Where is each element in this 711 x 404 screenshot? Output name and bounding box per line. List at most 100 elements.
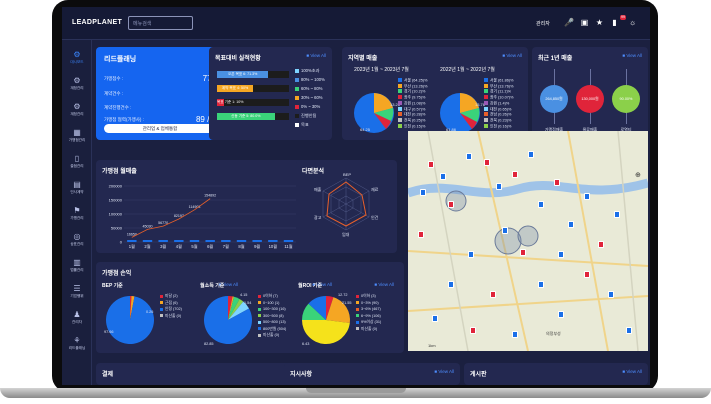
radar-axis-label: 인건 [371, 214, 379, 220]
user-name[interactable]: 관리자 [536, 21, 550, 27]
loss-legend-item: 0~3% (90) [356, 301, 379, 305]
loss-legend-item: 9%이상 (31) [356, 320, 381, 325]
bar-base [236, 240, 247, 242]
store-pin[interactable] [584, 193, 590, 200]
region-item: 서울 (61.86)% [484, 78, 513, 84]
store-pin[interactable] [502, 227, 508, 234]
view-all-link[interactable]: ■ View All [312, 282, 332, 287]
store-pin[interactable] [484, 159, 490, 166]
store-pin[interactable] [432, 315, 438, 322]
region-item: 강원 (1.4)% [484, 100, 513, 107]
panel-title: 게시판 [470, 372, 487, 378]
store-pin[interactable] [558, 251, 564, 258]
view-all-link[interactable]: ■ View All [502, 53, 522, 58]
store-pin[interactable] [614, 211, 620, 218]
loss-group-title: BEP 기준 [102, 283, 123, 289]
lead-action-button[interactable]: 관리업 & 업체통합 [104, 124, 216, 133]
menu-search-input[interactable]: 메뉴검색 [128, 16, 193, 30]
panel-title: 결제 [102, 372, 114, 378]
briefcase-icon[interactable]: ▣ [580, 18, 589, 27]
star-icon[interactable]: ★ [595, 18, 604, 27]
view-all-link[interactable]: ■ View All [218, 282, 238, 287]
region-item: 부산 (13.26)% [398, 83, 427, 90]
sidebar-item[interactable]: ⚑ 가맹관리 [62, 206, 92, 221]
legend-label: 6~9% (106) [361, 313, 381, 318]
x-tick-label: 7월 [223, 243, 229, 250]
loss-pie [204, 296, 252, 344]
sidebar-icon: ▯ [74, 154, 80, 163]
pie-label: 1.54 [244, 301, 252, 305]
view-all-link[interactable]: ■ View All [622, 369, 642, 374]
goal-bar: 오픈 목표 6: 71.3% [217, 71, 269, 78]
map-control-icon[interactable]: ⊕ [635, 172, 641, 179]
goal-bar-track: 목표 기준 1: 10% [217, 99, 289, 106]
sidebar-item[interactable]: ⚙ 계정관리 [62, 102, 92, 117]
store-pin[interactable] [538, 201, 544, 208]
sidebar-item[interactable]: ▦ 가맹점관리 [62, 128, 92, 143]
store-pin[interactable] [568, 221, 574, 228]
region-item: 광주 (10.07)% [484, 95, 513, 101]
store-pin[interactable] [584, 271, 590, 278]
store-map[interactable]: 의정부성 1km ⊕ [408, 131, 648, 351]
region-label: 대구 (0.57)% [404, 107, 426, 112]
store-pin[interactable] [470, 327, 476, 334]
store-pin[interactable] [440, 173, 446, 180]
x-tick-label: 10월 [269, 243, 278, 250]
goal-legend-item: 진행안됨 [295, 113, 316, 119]
left-pie-label: 64.25 [360, 127, 371, 132]
view-all-link[interactable]: ■ View All [622, 53, 642, 58]
store-pin[interactable] [538, 281, 544, 288]
loss-legend-item: 3~6% (467) [356, 307, 381, 311]
store-pin[interactable] [496, 183, 502, 190]
store-pin[interactable] [598, 241, 604, 248]
legend-swatch [398, 123, 402, 128]
view-all-link[interactable]: ■ View All [434, 369, 454, 374]
store-pin[interactable] [420, 189, 426, 196]
store-pin[interactable] [418, 231, 424, 238]
store-pin[interactable] [608, 291, 614, 298]
bubble-label: 로열티 [620, 127, 632, 132]
legend-swatch [356, 301, 359, 304]
store-pin[interactable] [520, 249, 526, 256]
sidebar-item[interactable]: ☰ 기업행위 [62, 284, 92, 299]
sun-icon[interactable]: ☼ [628, 18, 637, 27]
sidebar-icon: ⚙ [73, 50, 81, 59]
store-pin[interactable] [554, 179, 560, 186]
view-all-link[interactable]: ■ View All [306, 53, 326, 58]
x-tick-label: 9월 [254, 243, 260, 250]
brand-logo[interactable]: LEADPLANET [72, 19, 123, 26]
store-pin[interactable] [466, 153, 472, 160]
panel-title: 가맹점 월매출 [102, 169, 137, 175]
panel-title: 지역별 매출 [348, 56, 378, 62]
annual-bubble: 264,850원 [540, 85, 568, 113]
store-pin[interactable] [626, 327, 632, 334]
store-pin[interactable] [512, 331, 518, 338]
store-pin[interactable] [490, 291, 496, 298]
view-all-link[interactable]: ■ View All [374, 282, 394, 287]
store-pin[interactable] [448, 281, 454, 288]
store-pin[interactable] [528, 151, 534, 158]
store-pin[interactable] [448, 201, 454, 208]
sidebar-item[interactable]: ⚙ 대시보드 [62, 50, 92, 65]
store-pin[interactable] [512, 171, 518, 178]
store-pin[interactable] [468, 251, 474, 258]
region-label: 대전 (0.65)% [490, 107, 512, 112]
store-pin[interactable] [558, 311, 564, 318]
sidebar-item[interactable]: ◎ 상표관리 [62, 232, 92, 247]
sidebar-item[interactable]: ⚘ 리드플래닝 [62, 336, 92, 351]
right-pie-label: 61.86 [446, 127, 457, 132]
sidebar-item[interactable]: ▤ 인사계약 [62, 180, 92, 195]
sidebar-item[interactable]: ▥ 법률관리 [62, 258, 92, 273]
bar-base [205, 240, 215, 242]
legend-swatch [398, 89, 402, 94]
pie-label: 4.15 [240, 293, 248, 297]
legend-swatch [258, 301, 261, 304]
sidebar-item[interactable]: ⚙ 계정관리 [62, 76, 92, 91]
sidebar-item[interactable]: ▯ 출점관리 [62, 154, 92, 169]
sidebar-item[interactable]: ♟ 관리자 [62, 310, 92, 325]
goal-legend-item: 0% ~ 30% [295, 104, 320, 109]
bell-icon[interactable]: ▮ [612, 18, 617, 27]
mic-icon[interactable]: 🎤 [564, 18, 574, 27]
store-pin[interactable] [428, 161, 434, 168]
annual-sales-panel: 최근 1년 매출 ■ View All 264,850원 가맹점매출 130,000… [532, 47, 648, 140]
